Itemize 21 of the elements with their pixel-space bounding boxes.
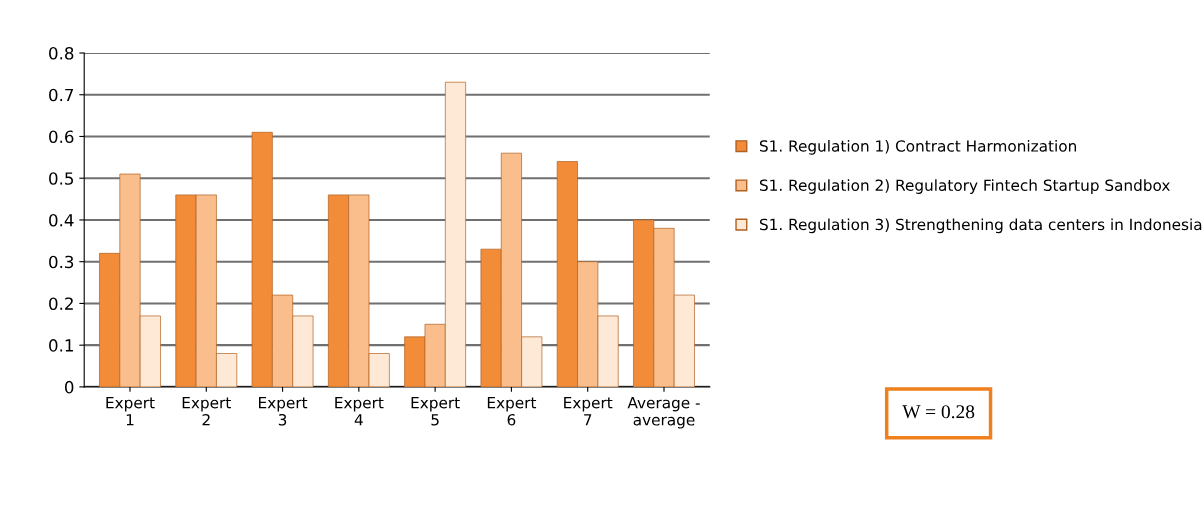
y-tick-label: 0.7 [49, 88, 74, 102]
x-tick-label: Average - average [627, 397, 700, 429]
x-tick-label: Expert 6 [487, 397, 537, 426]
x-tick-label: Expert 3 [259, 397, 308, 426]
legend-label: S1. Regulation 1) Contract Harmonization [759, 139, 1076, 155]
y-tick-label: 0.3 [49, 255, 74, 269]
y-tick-label: 0.5 [49, 172, 74, 185]
x-tick-label: Expert 5 [411, 397, 460, 426]
text: W = 0.28 [902, 405, 975, 419]
y-tick-label: 0.6 [49, 130, 74, 144]
x-tick-label: Expert 1 [106, 397, 155, 426]
y-tick-label: 0.2 [49, 297, 73, 310]
y-tick-label: 0 [64, 380, 74, 394]
x-tick-label: Expert 2 [182, 397, 231, 426]
legend-label: S1. Regulation 2) Regulatory Fintech Startup Sandbox [759, 179, 1170, 194]
y-tick-label: 0.8 [49, 46, 74, 60]
y-tick-label: 0.4 [49, 213, 74, 227]
y-tick-label: 0.1 [49, 339, 73, 352]
x-tick-label: Expert 7 [564, 397, 613, 426]
x-tick-label: Expert 4 [335, 397, 384, 426]
legend-label: S1. Regulation 3) Strengthening data centers in Indonesia [759, 218, 1202, 234]
